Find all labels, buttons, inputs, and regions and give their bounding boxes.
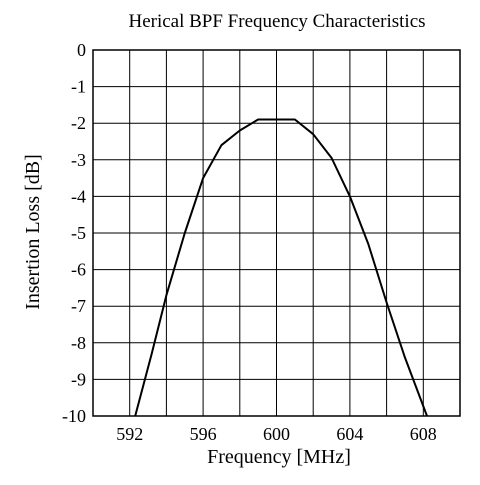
grid — [93, 50, 460, 416]
y-tick-label: -4 — [71, 186, 86, 206]
x-tick-labels: 592 596 600 604 608 — [116, 424, 437, 444]
y-tick-label: -7 — [71, 296, 86, 316]
y-tick-label: -5 — [71, 223, 86, 243]
x-tick-label: 604 — [336, 424, 363, 444]
x-tick-label: 600 — [263, 424, 290, 444]
plot-frame — [92, 49, 461, 417]
y-tick-label: -1 — [71, 77, 86, 97]
series-layer — [134, 118, 428, 417]
y-tick-label: -3 — [71, 150, 86, 170]
x-tick-label: 596 — [190, 424, 217, 444]
x-tick-label: 608 — [410, 424, 437, 444]
x-axis-label: Frequency [MHz] — [207, 446, 351, 468]
y-tick-label: -6 — [71, 260, 86, 280]
x-tick-label: 592 — [116, 424, 143, 444]
y-tick-labels: 0 -1 -2 -3 -4 -5 -6 -7 -8 -9 -10 — [62, 40, 86, 426]
y-tick-label: -10 — [62, 406, 86, 426]
y-tick-label: -8 — [71, 333, 86, 353]
y-tick-label: -9 — [71, 369, 86, 389]
y-tick-label: -2 — [71, 113, 86, 133]
y-axis-label: Insertion Loss [dB] — [22, 154, 44, 310]
y-tick-label: 0 — [77, 40, 86, 60]
series-line — [134, 118, 428, 417]
chart-title: Herical BPF Frequency Characteristics — [128, 11, 425, 32]
